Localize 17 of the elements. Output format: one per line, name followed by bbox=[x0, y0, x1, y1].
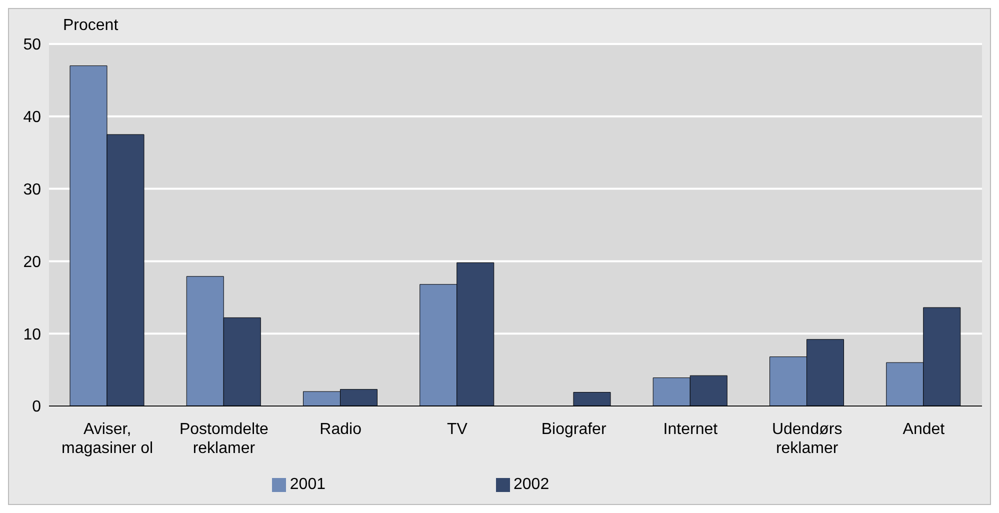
x-tick-label: Aviser, magasiner ol bbox=[62, 421, 154, 457]
x-tick-label: Biografer bbox=[541, 421, 607, 438]
legend-label: 2002 bbox=[514, 476, 550, 493]
x-tick-label: TV bbox=[446, 421, 468, 438]
y-tick-label: 10 bbox=[23, 326, 42, 344]
y-tick-label: 0 bbox=[32, 398, 42, 416]
x-tick-label: Udendørs reklamer bbox=[772, 421, 842, 457]
x-tick-label: Postomdelte reklamer bbox=[179, 421, 269, 457]
y-axis-title: Procent bbox=[63, 17, 118, 35]
y-tick-label: 20 bbox=[23, 254, 42, 271]
legend-label: 2001 bbox=[290, 476, 326, 493]
y-tick-label: 30 bbox=[23, 181, 42, 198]
x-tick-label: Internet bbox=[663, 421, 718, 438]
y-tick-label: 50 bbox=[23, 36, 42, 54]
y-tick-label: 40 bbox=[23, 109, 42, 126]
x-tick-label: Radio bbox=[320, 421, 362, 438]
x-tick-label: Andet bbox=[902, 421, 946, 438]
